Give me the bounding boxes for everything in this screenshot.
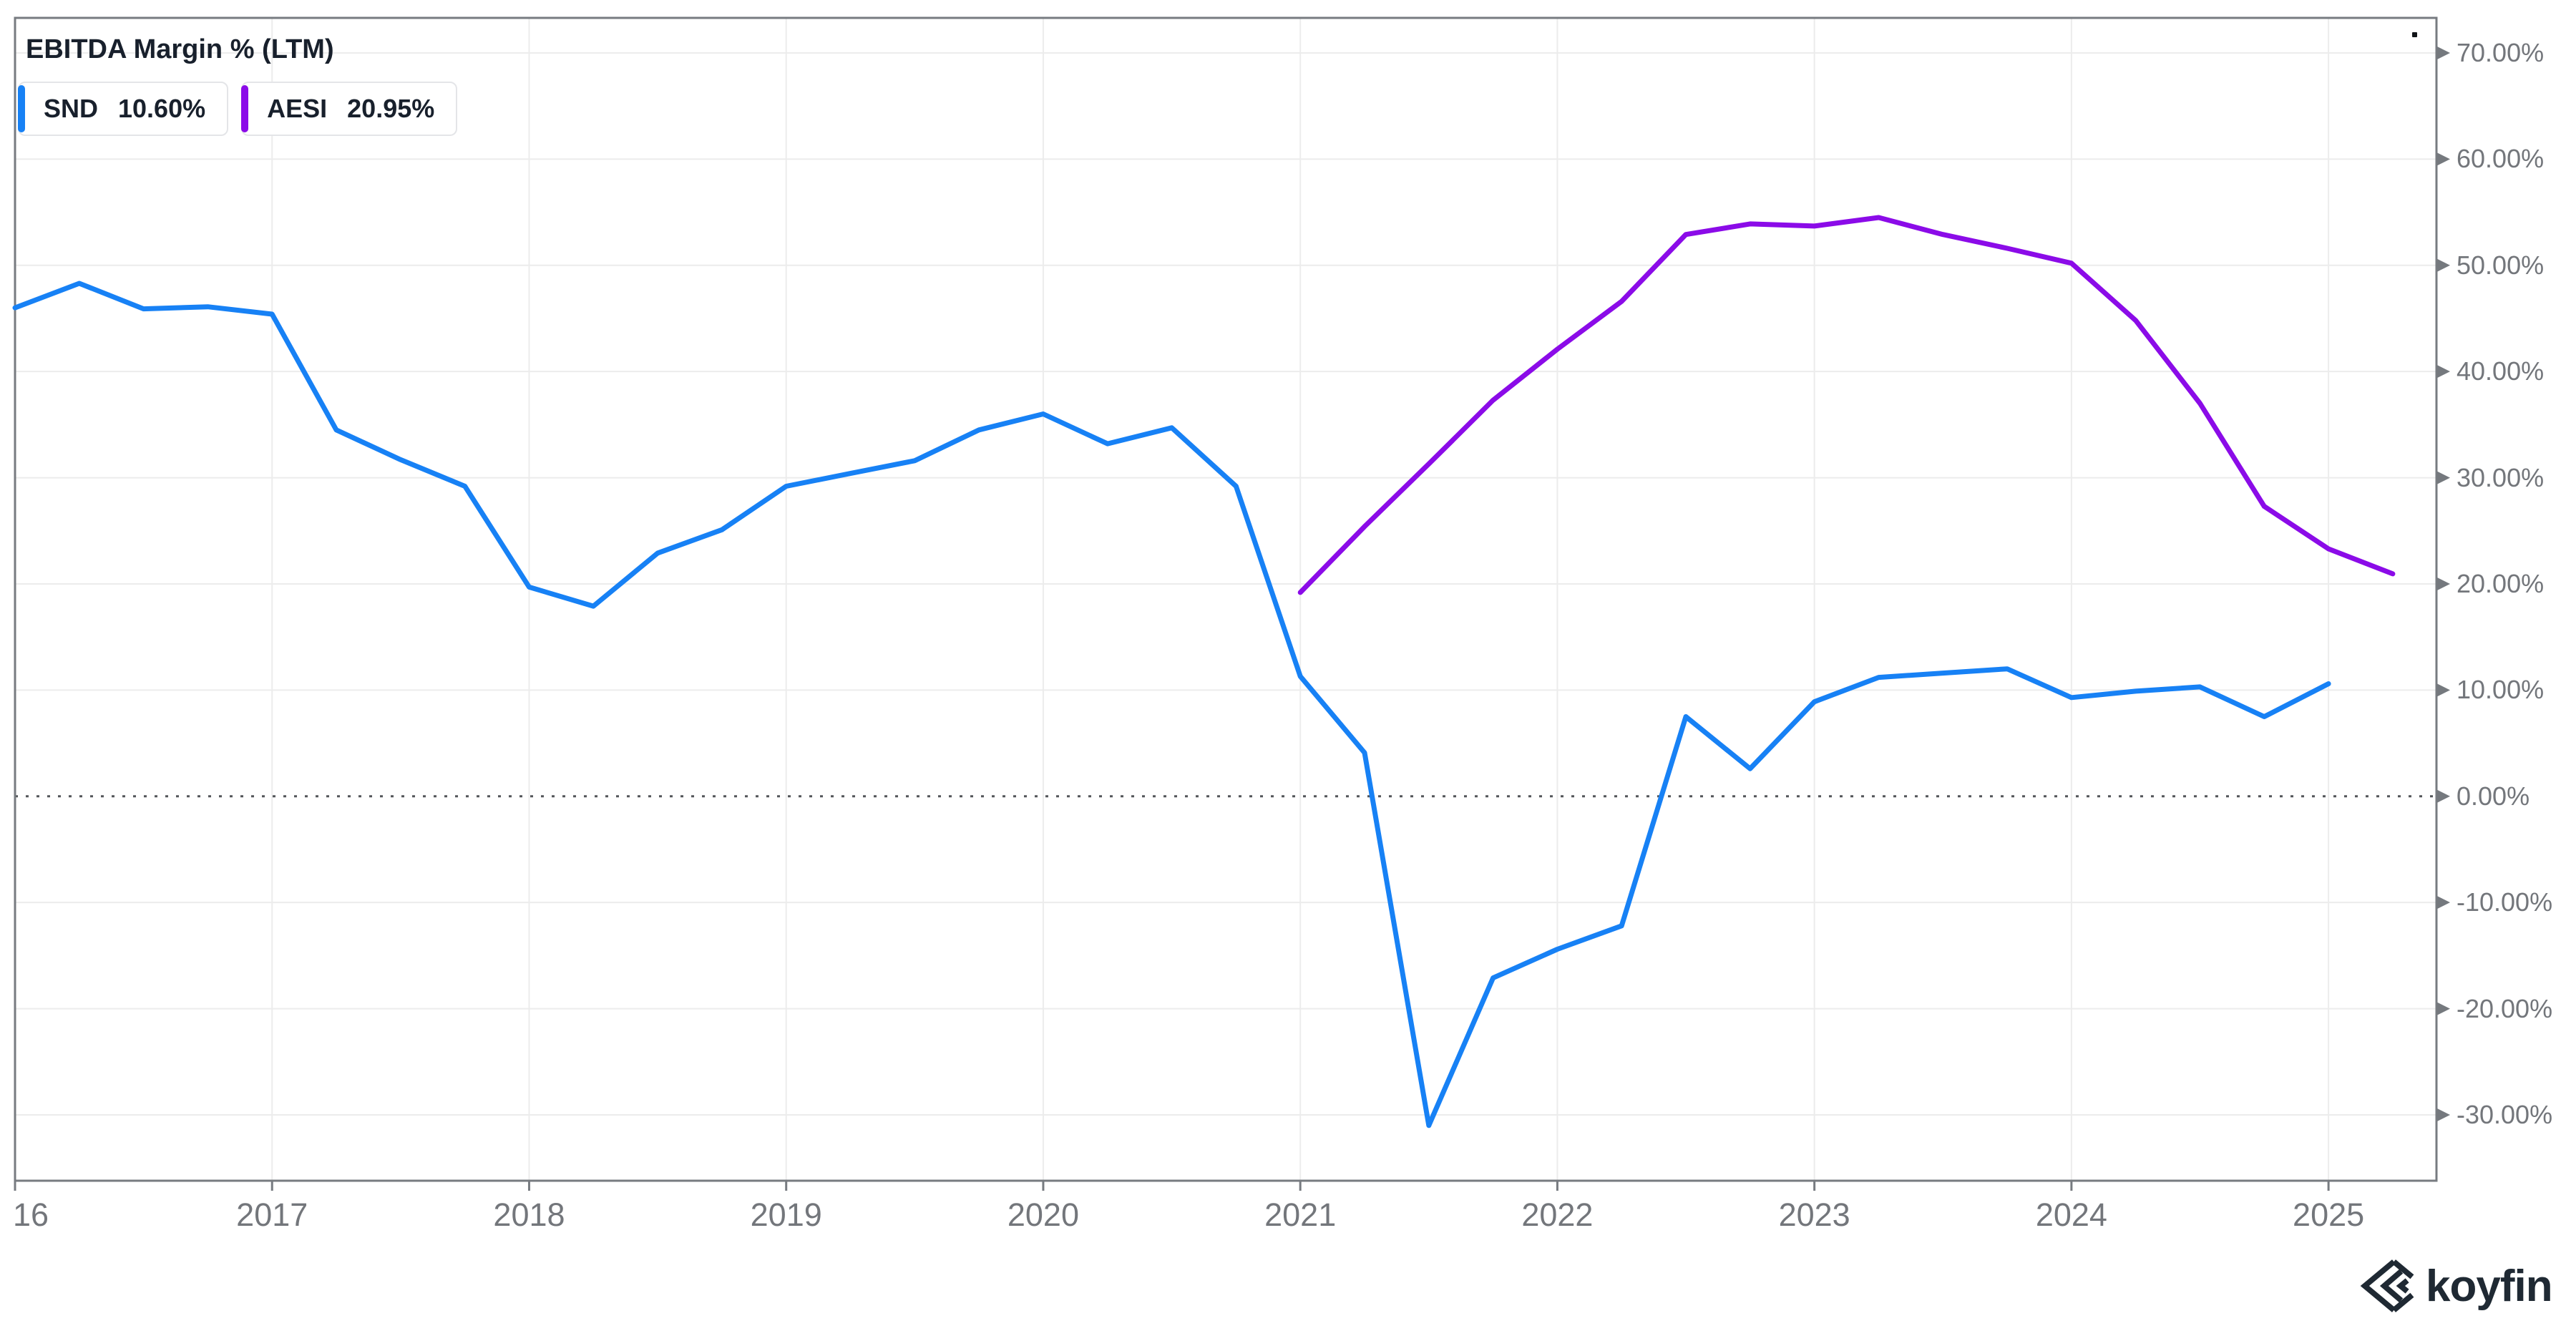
x-tick-label: 2023 [1778, 1196, 1850, 1233]
legend-ticker: AESI [267, 94, 328, 123]
y-tick-label: 10.00% [2457, 675, 2545, 705]
y-tick-arrow-icon [2437, 1108, 2450, 1121]
plot-frame [14, 16, 2438, 1182]
series-line-snd [12, 281, 2331, 1128]
koyfin-wordmark: koyfin [2426, 1261, 2553, 1311]
legend-value: 20.95% [347, 94, 435, 123]
legend-color-bar [18, 85, 25, 132]
legend-chip-aesi[interactable]: AESI 20.95% [241, 82, 458, 136]
x-tick-label: 2021 [1264, 1196, 1337, 1233]
legend-color-bar [241, 85, 249, 132]
x-tick-label: 2022 [1521, 1196, 1594, 1233]
y-tick-label: 20.00% [2457, 568, 2545, 598]
x-tick-label: 2024 [2035, 1196, 2107, 1233]
x-tick-label: 2025 [2293, 1196, 2365, 1233]
y-tick-label: 40.00% [2457, 356, 2545, 386]
y-tick-label: 30.00% [2457, 462, 2545, 492]
y-tick-label: -30.00% [2457, 1099, 2553, 1129]
y-tick-label: 0.00% [2457, 781, 2530, 811]
y-tick-label: 50.00% [2457, 250, 2545, 280]
y-tick-arrow-icon [2437, 1002, 2450, 1015]
y-tick-label: -10.00% [2457, 887, 2553, 917]
y-tick-arrow-icon [2437, 683, 2450, 697]
x-tick-label: 2020 [1007, 1196, 1079, 1233]
legend-chip-snd[interactable]: SND 10.60% [18, 82, 229, 136]
x-tick-label: 2018 [493, 1196, 565, 1233]
koyfin-diamond-icon [2360, 1259, 2414, 1312]
legend-ticker: SND [44, 94, 99, 123]
y-tick-arrow-icon [2437, 152, 2450, 166]
series-line-aesi [1297, 215, 2396, 595]
koyfin-watermark: koyfin [2360, 1257, 2553, 1315]
y-tick-arrow-icon [2437, 789, 2450, 803]
y-tick-arrow-icon [2437, 896, 2450, 910]
legend: SND 10.60% AESI 20.95% [18, 82, 458, 136]
y-tick-arrow-icon [2437, 577, 2450, 590]
y-tick-label: 70.00% [2457, 37, 2545, 67]
y-tick-label: -20.00% [2457, 993, 2553, 1023]
y-tick-label: 60.00% [2457, 144, 2545, 174]
x-tick-label: 2017 [236, 1196, 308, 1233]
y-tick-arrow-icon [2437, 258, 2450, 272]
legend-value: 10.60% [118, 94, 206, 123]
y-tick-arrow-icon [2437, 46, 2450, 59]
corner-dot-icon [2412, 32, 2417, 37]
x-tick-label: 16 [12, 1196, 49, 1233]
x-tick-label: 2019 [750, 1196, 822, 1233]
y-tick-arrow-icon [2437, 471, 2450, 484]
chart-title: EBITDA Margin % (LTM) [26, 34, 334, 64]
y-tick-arrow-icon [2437, 365, 2450, 379]
